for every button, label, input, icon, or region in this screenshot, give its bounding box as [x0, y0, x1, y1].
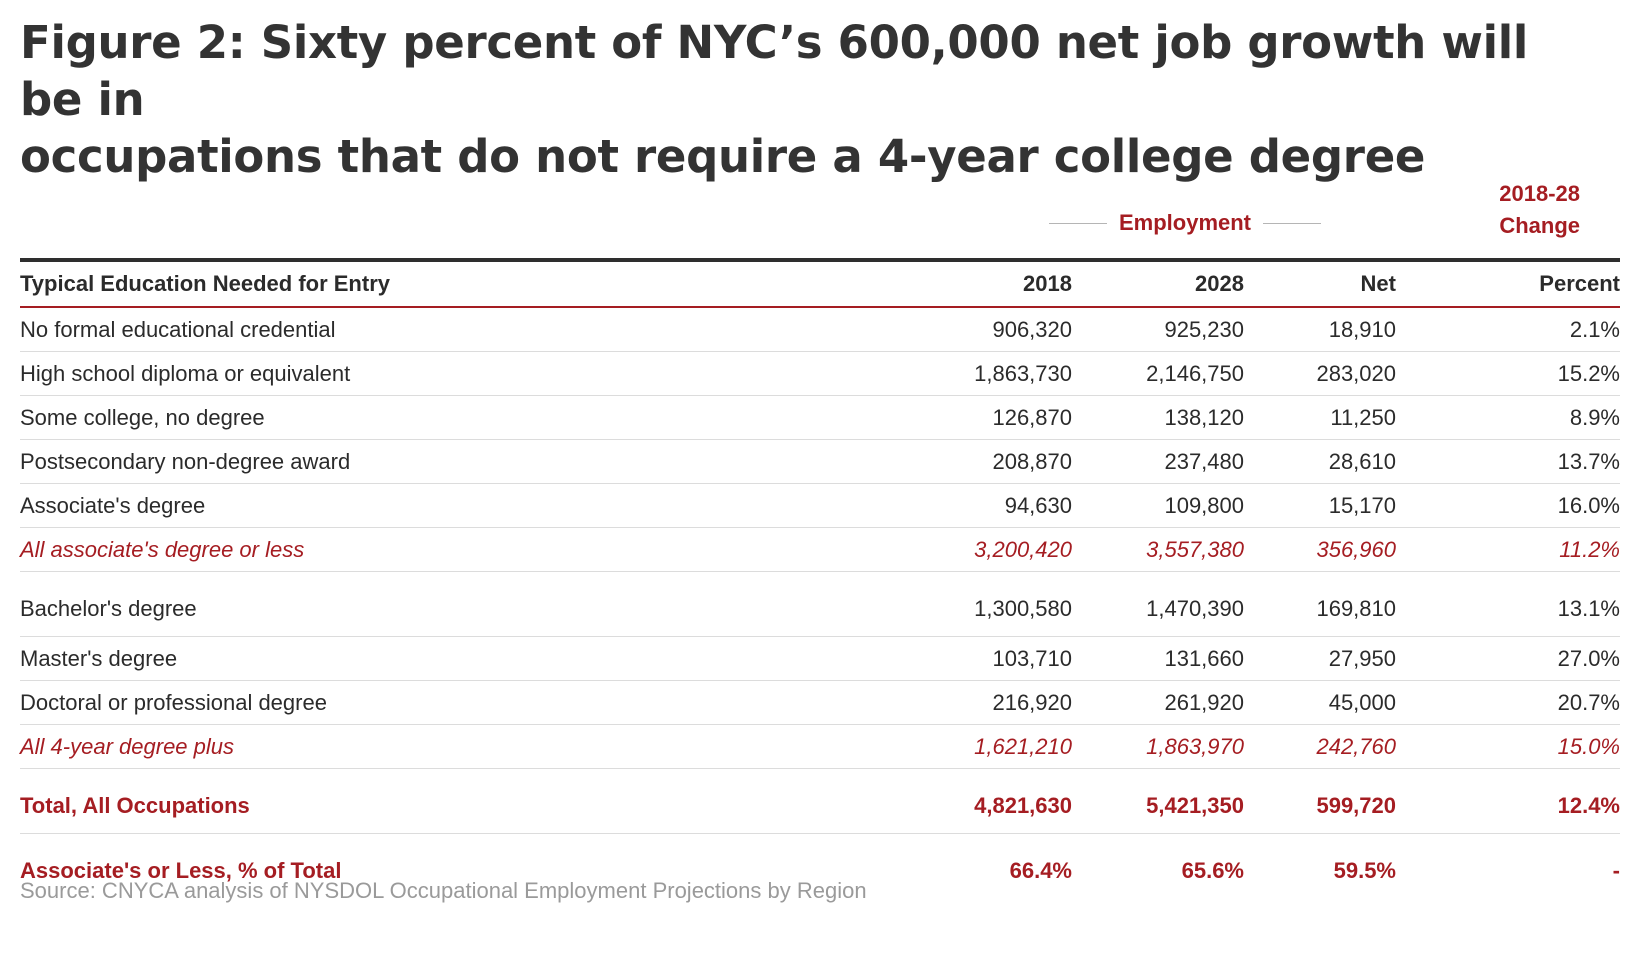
row-label: No formal educational credential [20, 307, 900, 352]
cell-percent: 15.0% [1396, 724, 1620, 769]
cell-net: 11,250 [1244, 395, 1396, 440]
cell-net: 242,760 [1244, 724, 1396, 769]
table-header-row: Typical Education Needed for Entry 2018 … [20, 262, 1620, 308]
change-header-line-2: Change [1499, 213, 1580, 238]
share-of-total-row: Associate's or Less, % of Total 66.4% 65… [20, 834, 1620, 899]
cell-2028: 925,230 [1072, 307, 1244, 352]
cell-2018: 103,710 [900, 636, 1072, 681]
column-header-2018: 2018 [900, 262, 1072, 308]
row-label: Bachelor's degree [20, 571, 900, 637]
cell-percent: 13.1% [1396, 571, 1620, 637]
cell-2018: 66.4% [1009, 858, 1072, 883]
row-label: Postsecondary non-degree award [20, 439, 900, 484]
cell-2028: 109,800 [1072, 483, 1244, 528]
cell-2018: 906,320 [900, 307, 1072, 352]
row-label: Associate's or Less, % of Total [20, 858, 342, 883]
row-label: All associate's degree or less [20, 527, 900, 572]
cell-net: 283,020 [1244, 351, 1396, 396]
column-header-net: Net [1244, 262, 1396, 308]
employment-group-header: Employment [1045, 208, 1325, 238]
source-note: Source: CNYCA analysis of NYSDOL Occupat… [20, 878, 867, 903]
row-label: Doctoral or professional degree [20, 680, 900, 725]
cell-percent: 27.0% [1396, 636, 1620, 681]
cell-2028: 1,470,390 [1072, 571, 1244, 637]
row-label: Associate's degree [20, 483, 900, 528]
cell-2018: 1,621,210 [900, 724, 1072, 769]
subtotal-row-associate-or-less: All associate's degree or less 3,200,420… [20, 527, 1620, 572]
row-label: High school diploma or equivalent [20, 351, 900, 396]
table-row: Doctoral or professional degree 216,920 … [20, 680, 1620, 725]
cell-2018: 208,870 [900, 439, 1072, 484]
cell-2028: 237,480 [1072, 439, 1244, 484]
column-header-2028: 2028 [1072, 262, 1244, 308]
cell-percent: 11.2% [1396, 527, 1620, 572]
cell-percent: 13.7% [1396, 439, 1620, 484]
cell-2018: 1,863,730 [900, 351, 1072, 396]
table-row: Bachelor's degree 1,300,580 1,470,390 16… [20, 571, 1620, 637]
table-row: Some college, no degree 126,870 138,120 … [20, 395, 1620, 440]
figure-title-line-1: Figure 2: Sixty percent of NYC’s 600,000… [20, 16, 1529, 126]
cell-percent: 16.0% [1396, 483, 1620, 528]
employment-header-left-rule [1048, 222, 1107, 224]
cell-net: 59.5% [1333, 858, 1396, 883]
cell-net: 599,720 [1244, 768, 1396, 834]
cell-net: 27,950 [1244, 636, 1396, 681]
subtotal-row-four-year-plus: All 4-year degree plus 1,621,210 1,863,9… [20, 724, 1620, 769]
cell-percent: 8.9% [1396, 395, 1620, 440]
table-row: Associate's degree 94,630 109,800 15,170… [20, 483, 1620, 528]
figure-title-line-2: occupations that do not require a 4-year… [20, 130, 1426, 183]
row-label: Some college, no degree [20, 395, 900, 440]
cell-percent: 15.2% [1396, 351, 1620, 396]
cell-2028: 131,660 [1072, 636, 1244, 681]
cell-net: 169,810 [1244, 571, 1396, 637]
cell-2018: 126,870 [900, 395, 1072, 440]
cell-2018: 4,821,630 [900, 768, 1072, 834]
cell-net: 18,910 [1244, 307, 1396, 352]
cell-2028: 2,146,750 [1072, 351, 1244, 396]
total-row: Total, All Occupations 4,821,630 5,421,3… [20, 768, 1620, 834]
cell-percent: 12.4% [1396, 768, 1620, 834]
table-row: Postsecondary non-degree award 208,870 2… [20, 439, 1620, 484]
cell-2018: 1,300,580 [900, 571, 1072, 637]
cell-percent: - [1612, 858, 1620, 883]
cell-2028: 261,920 [1072, 680, 1244, 725]
cell-percent: 2.1% [1396, 307, 1620, 352]
row-label: All 4-year degree plus [20, 724, 900, 769]
table-row: Master's degree 103,710 131,660 27,950 2… [20, 636, 1620, 681]
cell-2018: 216,920 [900, 680, 1072, 725]
employment-table: Typical Education Needed for Entry 2018 … [20, 262, 1620, 898]
change-group-header: 2018-28 Change [1380, 178, 1580, 242]
change-header-line-1: 2018-28 [1499, 181, 1580, 206]
cell-net: 28,610 [1244, 439, 1396, 484]
cell-2028: 5,421,350 [1072, 768, 1244, 834]
cell-2018: 3,200,420 [900, 527, 1072, 572]
employment-header-right-rule [1263, 222, 1322, 224]
table-top-rule [20, 258, 1620, 262]
table-row: High school diploma or equivalent 1,863,… [20, 351, 1620, 396]
cell-net: 15,170 [1244, 483, 1396, 528]
row-label: Total, All Occupations [20, 768, 900, 834]
row-label: Master's degree [20, 636, 900, 681]
cell-2018: 94,630 [900, 483, 1072, 528]
cell-2028: 1,863,970 [1072, 724, 1244, 769]
column-header-percent: Percent [1396, 262, 1620, 308]
cell-percent: 20.7% [1396, 680, 1620, 725]
figure-title: Figure 2: Sixty percent of NYC’s 600,000… [20, 14, 1600, 185]
cell-net: 356,960 [1244, 527, 1396, 572]
cell-2028: 138,120 [1072, 395, 1244, 440]
column-header-education: Typical Education Needed for Entry [20, 262, 900, 308]
table-row: No formal educational credential 906,320… [20, 307, 1620, 352]
cell-2028: 65.6% [1181, 858, 1244, 883]
employment-header-label: Employment [1118, 210, 1252, 235]
cell-net: 45,000 [1244, 680, 1396, 725]
cell-2028: 3,557,380 [1072, 527, 1244, 572]
